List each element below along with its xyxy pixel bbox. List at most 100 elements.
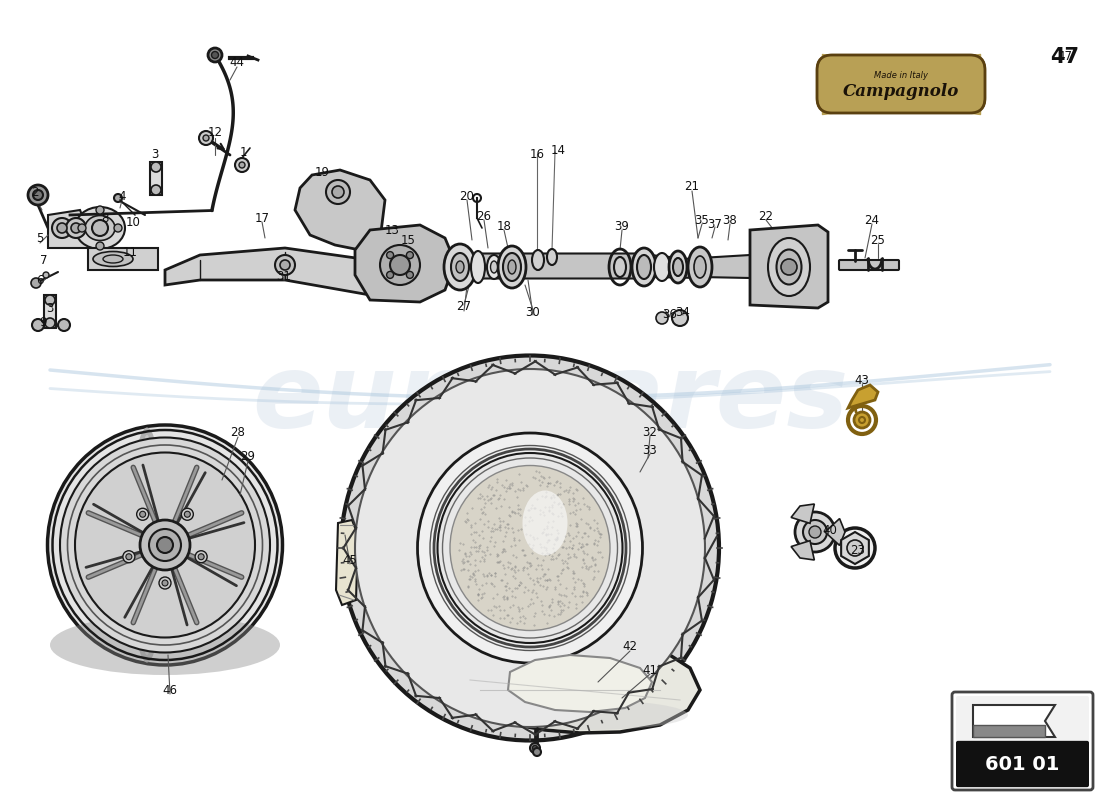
Text: 5: 5 (36, 231, 44, 245)
Circle shape (140, 511, 145, 518)
Circle shape (151, 162, 161, 172)
Circle shape (386, 252, 394, 258)
Polygon shape (791, 541, 814, 560)
Ellipse shape (694, 256, 706, 278)
Polygon shape (48, 210, 88, 248)
Circle shape (123, 550, 135, 562)
Polygon shape (700, 255, 750, 278)
Ellipse shape (103, 255, 123, 263)
Circle shape (199, 131, 213, 145)
Ellipse shape (438, 453, 623, 643)
Circle shape (33, 190, 43, 200)
Circle shape (43, 272, 50, 278)
FancyBboxPatch shape (956, 696, 1089, 745)
Circle shape (275, 255, 295, 275)
Polygon shape (355, 225, 455, 302)
Circle shape (390, 255, 410, 275)
Ellipse shape (547, 249, 557, 265)
Text: 19: 19 (315, 166, 330, 178)
Circle shape (847, 540, 864, 556)
Circle shape (114, 194, 122, 202)
Text: 13: 13 (385, 223, 399, 237)
Polygon shape (336, 520, 358, 605)
Ellipse shape (654, 253, 670, 281)
Circle shape (280, 260, 290, 270)
Text: 15: 15 (400, 234, 416, 246)
Text: 1: 1 (240, 146, 246, 158)
Circle shape (125, 554, 132, 560)
Ellipse shape (456, 261, 464, 273)
Polygon shape (825, 518, 845, 546)
Circle shape (45, 318, 55, 328)
Text: 16: 16 (529, 147, 544, 161)
Circle shape (31, 278, 41, 288)
Text: 4: 4 (119, 190, 125, 202)
Text: 44: 44 (230, 55, 244, 69)
Ellipse shape (444, 244, 476, 290)
Text: 9: 9 (40, 315, 46, 329)
Circle shape (204, 135, 209, 141)
Circle shape (96, 242, 104, 250)
Text: 6: 6 (36, 274, 44, 286)
Text: 45: 45 (342, 554, 358, 566)
FancyBboxPatch shape (956, 741, 1089, 787)
Text: 31: 31 (276, 270, 292, 282)
Ellipse shape (471, 251, 485, 283)
FancyBboxPatch shape (839, 260, 899, 270)
Circle shape (78, 224, 86, 232)
Circle shape (379, 245, 420, 285)
Circle shape (45, 295, 55, 305)
Circle shape (140, 520, 190, 570)
Text: 17: 17 (254, 211, 270, 225)
Polygon shape (44, 295, 56, 328)
Polygon shape (842, 532, 869, 564)
Text: 46: 46 (163, 683, 177, 697)
Ellipse shape (487, 255, 500, 279)
Text: 3: 3 (152, 149, 158, 162)
Circle shape (151, 185, 161, 195)
Circle shape (72, 223, 81, 233)
Circle shape (28, 185, 48, 205)
Text: 24: 24 (865, 214, 880, 226)
Circle shape (406, 252, 414, 258)
Circle shape (114, 224, 122, 232)
Circle shape (781, 259, 798, 275)
Ellipse shape (450, 466, 610, 630)
Polygon shape (974, 705, 1055, 737)
Text: 18: 18 (496, 219, 512, 233)
Text: 29: 29 (241, 450, 255, 463)
Ellipse shape (47, 425, 283, 665)
Ellipse shape (341, 355, 719, 741)
Circle shape (532, 746, 538, 750)
Circle shape (795, 512, 835, 552)
Circle shape (195, 550, 207, 562)
Circle shape (162, 580, 168, 586)
Text: 36: 36 (662, 307, 678, 321)
FancyBboxPatch shape (449, 254, 651, 278)
Circle shape (235, 158, 249, 172)
Ellipse shape (138, 435, 157, 655)
Polygon shape (88, 248, 158, 270)
Text: 37: 37 (707, 218, 723, 230)
Circle shape (185, 511, 190, 518)
Text: 12: 12 (208, 126, 222, 139)
Text: 38: 38 (723, 214, 737, 226)
Circle shape (211, 51, 219, 58)
Circle shape (92, 220, 108, 236)
Text: 33: 33 (642, 443, 658, 457)
Circle shape (656, 312, 668, 324)
Ellipse shape (669, 251, 688, 283)
Ellipse shape (488, 700, 688, 730)
Circle shape (52, 218, 72, 238)
Ellipse shape (94, 251, 133, 266)
Circle shape (96, 206, 104, 214)
Text: 8: 8 (101, 211, 109, 225)
Text: Made in Italy: Made in Italy (874, 71, 928, 81)
Text: 7: 7 (41, 254, 47, 266)
Ellipse shape (637, 255, 651, 279)
Text: 40: 40 (823, 523, 837, 537)
Polygon shape (791, 504, 814, 523)
Text: 21: 21 (684, 181, 700, 194)
Circle shape (835, 528, 874, 568)
Ellipse shape (75, 207, 125, 249)
